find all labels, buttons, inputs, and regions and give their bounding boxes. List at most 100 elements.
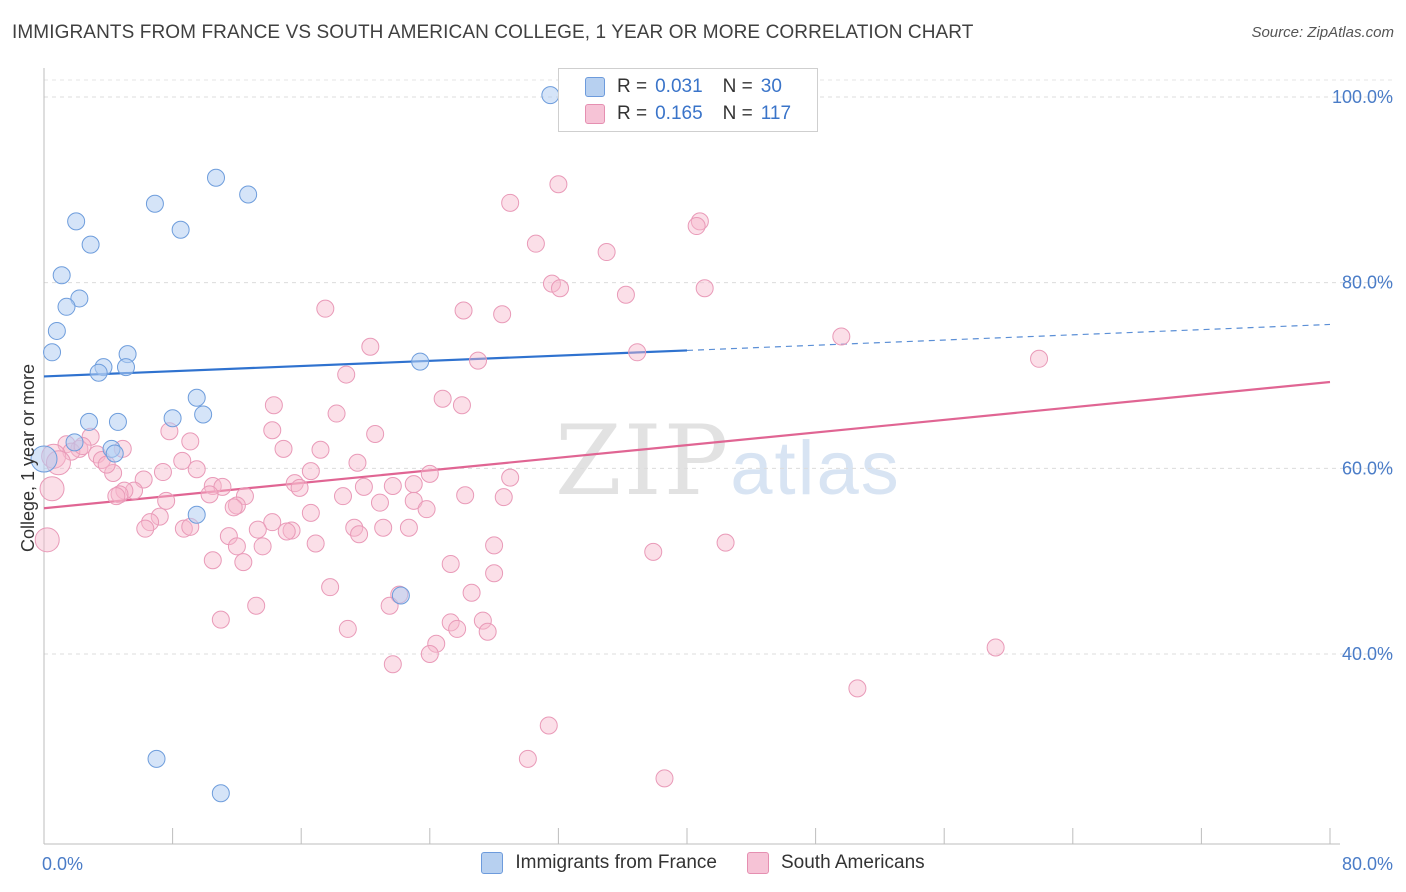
point-south-americans [695,279,714,298]
point-south-americans [234,553,253,572]
watermark-zip: ZIP [555,405,731,517]
series-legend: Immigrants from France South Americans [0,852,1406,874]
legend-item-south-americans[interactable]: South Americans [747,852,925,874]
point-south-americans [493,305,512,324]
point-france [81,235,100,254]
y-tick-label: 100.0% [1332,87,1393,107]
y-tick-label: 40.0% [1342,644,1393,664]
point-south-americans [264,396,283,415]
axes [43,68,1340,845]
point-south-americans [187,460,206,479]
point-south-americans [110,485,129,504]
point-france [194,405,213,424]
point-south-americans [173,451,192,470]
point-south-americans [337,365,356,384]
point-south-americans [263,421,282,440]
point-south-americans [39,476,65,502]
point-france [108,412,127,431]
point-france [47,321,66,340]
point-south-americans [203,551,222,570]
point-south-americans [501,468,520,487]
point-france [105,444,124,463]
point-south-americans [380,596,399,615]
point-south-americans [136,519,155,538]
data-points [30,86,1049,803]
legend-r-value: 0.031 [655,76,703,97]
point-south-americans [420,464,439,483]
legend-swatch-france [585,77,605,97]
point-france [145,194,164,213]
legend-n-value: 117 [760,103,792,124]
legend-label-south-americans: South Americans [781,852,925,873]
trend-line-south-americans [43,380,1331,510]
legend-n-label: N = [722,103,753,124]
point-south-americans [274,439,293,458]
legend-n-label: N = [722,76,753,97]
point-france [391,586,410,605]
point-south-americans [301,462,320,481]
x-tick-label: 0.0% [42,854,83,874]
point-south-americans [832,327,851,346]
point-south-americans [433,389,452,408]
point-france [207,168,226,187]
point-south-americans [224,498,243,517]
point-south-americans [441,554,460,573]
point-france [411,352,430,371]
point-south-americans [485,536,504,555]
point-south-americans [370,493,389,512]
point-south-americans [469,351,488,370]
point-south-americans [338,619,357,638]
point-france [57,297,76,316]
point-south-americans [454,301,473,320]
source-label: Source: ZipAtlas.com [1251,24,1394,41]
point-south-americans [404,491,423,510]
point-south-americans [462,583,481,602]
point-south-americans [150,507,169,526]
y-tick-label: 80.0% [1342,273,1393,293]
point-france [187,388,206,407]
point-south-americans [227,537,246,556]
trend-line-france [43,349,688,378]
point-south-americans [301,503,320,522]
point-south-americans [456,486,475,505]
y-tick-label: 60.0% [1342,458,1393,478]
point-south-americans [327,404,346,423]
point-south-americans [1030,349,1049,368]
point-south-americans [247,596,266,615]
point-south-americans [518,749,537,768]
chart-title: IMMIGRANTS FROM FRANCE VS SOUTH AMERICAN… [12,22,974,43]
point-south-americans [107,487,126,506]
point-france [147,749,166,768]
point-france [171,220,190,239]
point-south-americans [316,299,335,318]
point-france [187,505,206,524]
point-south-americans [494,488,513,507]
point-france [541,86,560,105]
point-south-americans [290,478,309,497]
point-south-americans [420,645,439,663]
point-south-americans [306,534,325,553]
point-south-americans [350,525,369,544]
point-south-americans [125,481,144,500]
point-south-americans [321,578,340,597]
y-axis-label: College, 1 year or more [18,364,38,552]
point-france [52,266,71,285]
legend-row-france: R = 0.031 N = 30 [585,75,782,99]
point-south-americans [501,193,520,212]
point-south-americans [34,527,60,553]
point-south-americans [374,518,393,537]
point-south-americans [616,285,635,304]
legend-swatch-south-americans [585,104,605,124]
point-south-americans [716,533,735,552]
legend-label-france: Immigrants from France [515,852,717,873]
x-tick-label: 80.0% [1342,854,1393,874]
point-south-americans [248,520,267,539]
point-france [70,289,89,308]
point-south-americans [644,542,663,561]
legend-r-value: 0.165 [655,103,703,124]
point-france [163,409,182,428]
point-south-americans [200,485,219,504]
legend-item-france[interactable]: Immigrants from France [481,852,717,874]
trend-lines [43,323,1331,510]
